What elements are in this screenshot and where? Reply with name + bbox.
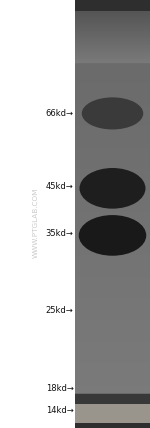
Text: 18kd→: 18kd→ xyxy=(46,384,74,393)
Text: 66kd→: 66kd→ xyxy=(45,109,74,118)
Text: 45kd→: 45kd→ xyxy=(46,181,74,191)
Ellipse shape xyxy=(82,98,143,130)
Ellipse shape xyxy=(79,215,146,256)
Text: 25kd→: 25kd→ xyxy=(46,306,74,315)
Bar xyxy=(75,0,150,11)
Text: 14kd→: 14kd→ xyxy=(46,406,74,416)
Ellipse shape xyxy=(80,168,146,208)
Text: 35kd→: 35kd→ xyxy=(46,229,74,238)
Bar xyxy=(75,423,150,428)
Bar xyxy=(75,404,150,428)
Text: WWW.PTGLAB.COM: WWW.PTGLAB.COM xyxy=(33,187,39,258)
